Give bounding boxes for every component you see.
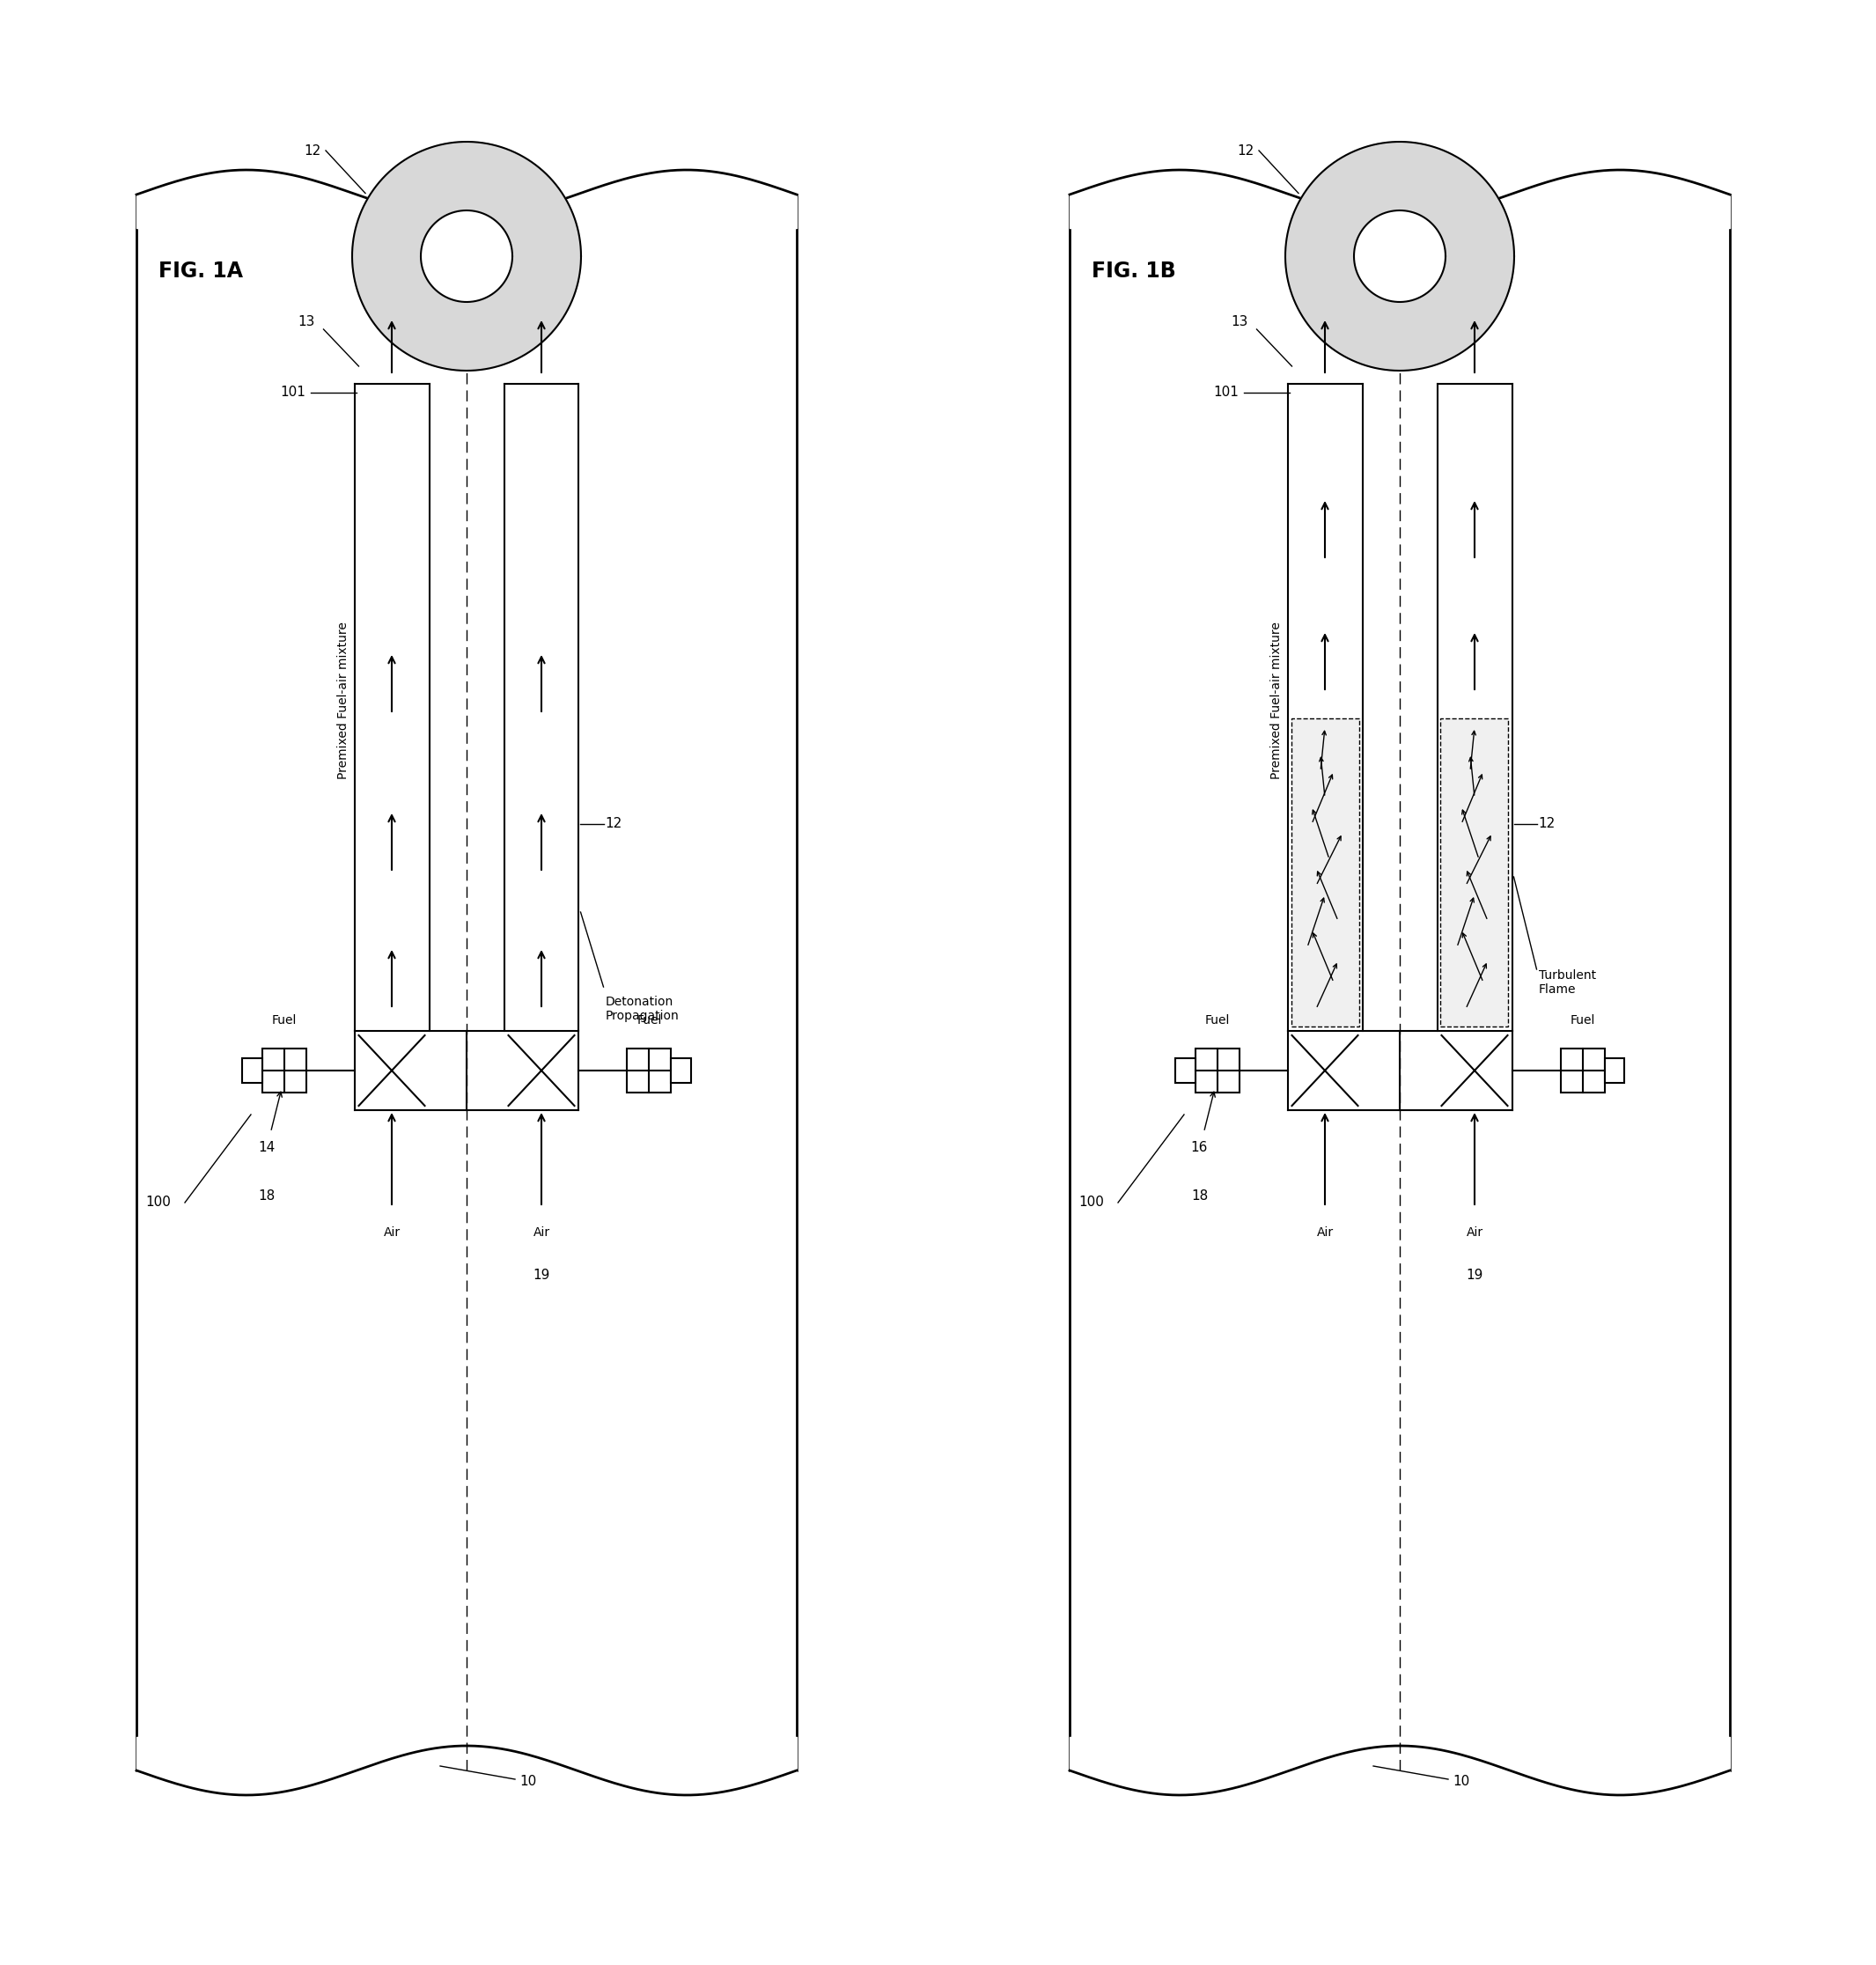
Text: Air: Air xyxy=(533,1226,550,1238)
Polygon shape xyxy=(353,141,582,371)
Polygon shape xyxy=(420,210,512,303)
Text: Air: Air xyxy=(1467,1226,1484,1238)
Text: Fuel: Fuel xyxy=(1570,1014,1595,1026)
Polygon shape xyxy=(1354,210,1446,303)
Text: Detonation
Propagation: Detonation Propagation xyxy=(606,996,679,1022)
Bar xyxy=(1291,719,1358,1026)
Text: 100: 100 xyxy=(144,1197,171,1208)
Text: 101: 101 xyxy=(1214,385,1238,399)
Bar xyxy=(263,1049,306,1093)
Bar xyxy=(1604,1059,1625,1083)
Text: Premixed Fuel-air mixture: Premixed Fuel-air mixture xyxy=(1270,623,1283,780)
Text: Fuel: Fuel xyxy=(1204,1014,1229,1026)
Text: 13: 13 xyxy=(1231,316,1248,328)
Text: 16: 16 xyxy=(1191,1142,1208,1153)
Text: 12: 12 xyxy=(1538,817,1555,831)
Text: 19: 19 xyxy=(1465,1269,1484,1281)
Text: 12: 12 xyxy=(1238,143,1255,157)
Text: 18: 18 xyxy=(1191,1189,1208,1203)
Text: Air: Air xyxy=(383,1226,400,1238)
Text: 14: 14 xyxy=(257,1142,274,1153)
Bar xyxy=(242,1059,263,1083)
Text: Air: Air xyxy=(1317,1226,1334,1238)
Text: 19: 19 xyxy=(533,1269,550,1281)
Text: 18: 18 xyxy=(257,1189,274,1203)
Text: 12: 12 xyxy=(606,817,623,831)
Text: 100: 100 xyxy=(1079,1197,1103,1208)
Text: Turbulent
Flame: Turbulent Flame xyxy=(1538,969,1596,996)
Bar xyxy=(672,1059,690,1083)
Text: Premixed Fuel-air mixture: Premixed Fuel-air mixture xyxy=(338,623,351,780)
Text: 10: 10 xyxy=(1452,1774,1469,1788)
Text: 13: 13 xyxy=(298,316,315,328)
Text: 10: 10 xyxy=(520,1774,537,1788)
Polygon shape xyxy=(1285,141,1514,371)
Bar xyxy=(1561,1049,1604,1093)
Bar xyxy=(1441,719,1508,1026)
Text: 12: 12 xyxy=(304,143,321,157)
Text: FIG. 1A: FIG. 1A xyxy=(158,261,244,281)
Text: Fuel: Fuel xyxy=(636,1014,662,1026)
Bar xyxy=(627,1049,672,1093)
Text: FIG. 1B: FIG. 1B xyxy=(1092,261,1176,281)
Bar xyxy=(1174,1059,1195,1083)
Text: 101: 101 xyxy=(281,385,306,399)
Text: Fuel: Fuel xyxy=(272,1014,296,1026)
Bar xyxy=(1195,1049,1238,1093)
